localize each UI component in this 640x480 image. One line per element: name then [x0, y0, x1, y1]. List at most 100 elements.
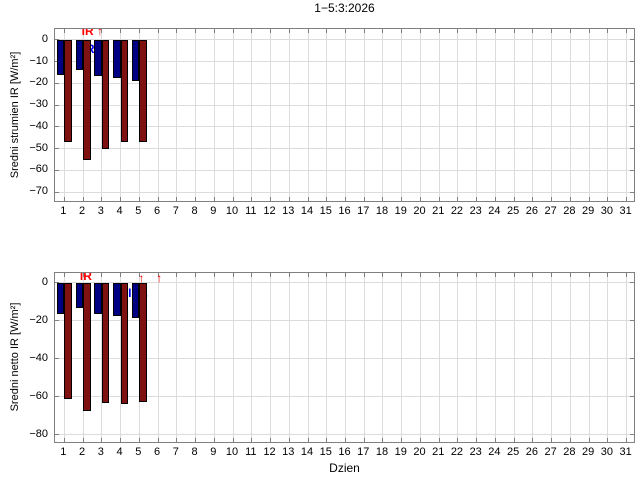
x-tick-label: 12	[263, 205, 276, 217]
gridline-vertical	[588, 273, 590, 442]
figure-title: 1−5:3:2026	[314, 1, 375, 15]
x-tick-label: 27	[544, 205, 557, 217]
gridline-vertical	[494, 29, 496, 201]
x-tick-mark-top	[476, 29, 478, 33]
gridline-vertical	[513, 273, 515, 442]
x-tick-mark-bottom	[157, 197, 159, 201]
x-tick-mark-top	[551, 273, 553, 277]
gridline-vertical	[438, 29, 440, 201]
x-tick-mark-top	[157, 273, 159, 277]
x-tick-mark-bottom	[101, 438, 103, 442]
y-tick-mark-right	[630, 82, 634, 84]
x-tick-mark-top	[120, 273, 122, 277]
bar-top-day1-series2	[64, 39, 72, 143]
gridline-horizontal	[55, 82, 634, 84]
bar-top-day5-series2	[139, 39, 147, 143]
x-tick-label: 24	[488, 205, 501, 217]
gridline-vertical	[176, 273, 178, 442]
x-tick-label: 6	[154, 446, 161, 458]
x-tick-mark-bottom	[513, 197, 515, 201]
x-tick-mark-top	[513, 29, 515, 33]
x-tick-mark-bottom	[345, 438, 346, 442]
gridline-vertical	[251, 29, 253, 201]
x-tick-mark-top	[138, 29, 140, 33]
bar-top-day5-series1	[131, 39, 140, 82]
x-tick-label: 7	[172, 205, 179, 217]
x-tick-label: 17	[357, 446, 370, 458]
y-tick-mark-right	[630, 61, 634, 63]
x-tick-mark-bottom	[270, 197, 272, 201]
bar-bottom-day2-series1	[75, 282, 84, 309]
x-tick-mark-bottom	[176, 438, 178, 442]
gridline-vertical	[288, 273, 290, 442]
x-tick-mark-top	[288, 273, 290, 277]
x-tick-mark-top	[345, 273, 346, 277]
gridline-vertical	[419, 273, 421, 442]
bar-top-day4-series1	[113, 39, 121, 78]
x-tick-mark-top	[326, 273, 328, 277]
x-tick-label: 25	[507, 205, 520, 217]
gridline-horizontal	[55, 282, 634, 283]
y-tick-mark-left	[55, 396, 59, 397]
x-tick-mark-top	[419, 273, 421, 277]
x-tick-mark-top	[213, 29, 215, 33]
x-tick-mark-bottom	[270, 438, 272, 442]
bar-bottom-day4-series2	[120, 282, 129, 405]
gridline-vertical	[401, 29, 403, 201]
x-tick-mark-top	[63, 29, 65, 33]
y-tick-mark-left	[55, 82, 59, 84]
gridline-vertical	[532, 29, 534, 201]
y-tick-label: −30	[29, 98, 48, 111]
gridline-vertical	[476, 29, 478, 201]
x-tick-label: 22	[450, 446, 464, 458]
y-tick-mark-right	[630, 358, 634, 359]
gridline-vertical	[307, 273, 309, 442]
x-tick-mark-bottom	[157, 438, 159, 442]
gridline-vertical	[569, 29, 571, 201]
x-tick-mark-bottom	[326, 197, 328, 201]
x-tick-mark-bottom	[457, 438, 459, 442]
y-tick-mark-left	[55, 104, 59, 106]
x-tick-label: 29	[582, 205, 595, 217]
y-tick-mark-left	[55, 148, 59, 150]
gridline-vertical	[232, 29, 234, 201]
gridline-vertical	[551, 273, 553, 442]
x-tick-label: 22	[450, 205, 464, 217]
x-tick-mark-bottom	[438, 438, 440, 442]
x-tick-mark-bottom	[138, 438, 140, 442]
x-tick-label: 2	[79, 205, 86, 217]
y-tick-mark-left	[55, 191, 59, 193]
gridline-vertical	[213, 273, 215, 442]
x-tick-mark-top	[157, 29, 159, 33]
x-tick-label: 24	[488, 446, 501, 458]
gridline-vertical	[195, 273, 197, 442]
x-tick-label: 12	[263, 446, 276, 458]
bar-bottom-day3-series1	[94, 282, 102, 314]
x-tick-mark-bottom	[382, 197, 384, 201]
y-tick-label: −60	[29, 163, 48, 176]
gridline-vertical	[326, 29, 328, 201]
gridline-vertical	[251, 273, 253, 442]
x-tick-label: 29	[582, 446, 595, 458]
y-tick-label: −10	[29, 54, 48, 67]
x-tick-mark-bottom	[120, 197, 122, 201]
x-tick-label: 28	[563, 446, 576, 458]
x-tick-label: 19	[394, 446, 407, 458]
x-tick-mark-bottom	[569, 438, 571, 442]
gridline-vertical	[176, 29, 178, 201]
x-tick-mark-top	[494, 273, 496, 277]
x-tick-label: 4	[116, 446, 123, 458]
x-tick-mark-bottom	[176, 197, 178, 201]
gridline-vertical	[532, 273, 534, 442]
x-tick-mark-top	[476, 273, 478, 277]
gridline-vertical	[382, 29, 384, 201]
gridline-horizontal	[55, 148, 634, 150]
x-tick-label: 18	[375, 446, 389, 458]
x-tick-mark-bottom	[419, 197, 421, 201]
x-tick-mark-bottom	[476, 438, 478, 442]
x-tick-mark-top	[120, 29, 122, 33]
x-tick-mark-bottom	[513, 438, 515, 442]
x-tick-mark-top	[513, 273, 515, 277]
x-tick-label: 3	[97, 205, 104, 217]
x-tick-mark-top	[251, 29, 253, 33]
